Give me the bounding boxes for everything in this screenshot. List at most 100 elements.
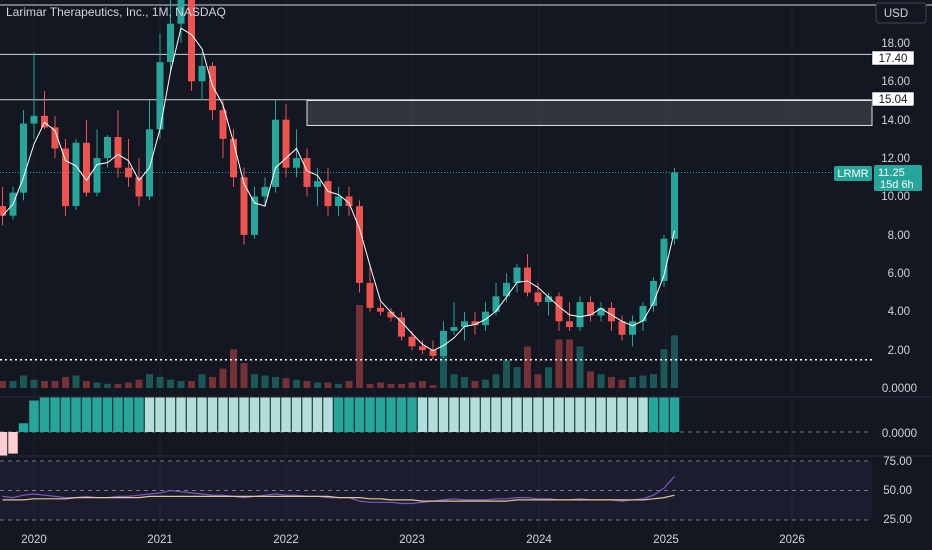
macd-histogram-bar (218, 397, 228, 432)
macd-histogram-bar (585, 397, 596, 432)
macd-histogram-bar (123, 397, 134, 432)
volume-bar (135, 379, 143, 388)
volume-bar (104, 383, 111, 388)
volume-bar (62, 376, 69, 388)
macd-histogram-bar (417, 397, 428, 432)
level-badge-1740[interactable]: 17.40 (871, 50, 915, 66)
volume-bar (555, 339, 563, 388)
macd-pane[interactable] (0, 397, 872, 456)
macd-histogram-bar (165, 397, 176, 432)
currency-button[interactable]: USD (875, 2, 927, 24)
volume-bar (230, 349, 237, 388)
price-tick-label: 6.00 (888, 268, 910, 280)
candle (471, 321, 479, 326)
macd-histogram-bar (648, 397, 659, 432)
volume-bar (72, 375, 80, 388)
candle (555, 296, 563, 322)
candle (83, 142, 90, 193)
rsi-pane[interactable] (0, 460, 872, 521)
volume-bar (650, 374, 657, 388)
volume-bar (219, 368, 227, 388)
volume-bar (198, 374, 206, 388)
volume-bar (587, 371, 594, 388)
candle (219, 110, 227, 139)
time-tick-label: 2021 (147, 534, 173, 546)
candle (524, 267, 531, 293)
candle (146, 129, 153, 197)
volume-bar (209, 376, 216, 388)
resistance-zone[interactable] (306, 100, 873, 126)
macd-histogram-bar (134, 397, 144, 432)
macd-histogram-bar (249, 397, 260, 432)
macd-histogram-bar (501, 397, 512, 432)
volume-bar (534, 374, 542, 388)
volume-bar (167, 379, 174, 388)
price-tick-label: 16.00 (881, 76, 910, 88)
macd-histogram-bar (113, 397, 123, 432)
time-axis[interactable]: 2020 2021 2022 2023 2024 2025 2026 (21, 534, 805, 546)
macd-histogram-bar (102, 397, 113, 432)
macd-histogram-bar (480, 397, 491, 432)
macd-histogram-bar (627, 397, 638, 432)
volume-bar (629, 376, 636, 388)
macd-histogram-bar (407, 397, 417, 432)
volume-bar (597, 374, 605, 388)
volume-bar (461, 376, 468, 388)
level-badge-1504[interactable]: 15.04 (871, 91, 915, 107)
candle (461, 321, 468, 328)
macd-histogram-bar (438, 397, 449, 432)
macd-histogram-bar (522, 397, 533, 432)
volume-bar (177, 381, 185, 388)
macd-histogram-bar (270, 397, 281, 432)
candle (282, 119, 290, 168)
rsi-tick-label: 50.00 (883, 485, 912, 497)
candle (345, 196, 353, 207)
time-tick-label: 2024 (526, 534, 552, 546)
macd-histogram-bar (459, 397, 470, 432)
macd-histogram-bar (144, 397, 155, 432)
candle (125, 167, 132, 178)
candle (366, 282, 374, 308)
candle (293, 158, 300, 168)
volume-bar (608, 376, 615, 388)
candle (545, 296, 552, 303)
candle (0, 206, 6, 216)
volume-bar (156, 376, 164, 388)
volume-bar (513, 367, 521, 388)
price-tick-label: 14.00 (881, 115, 910, 127)
macd-histogram-bar (606, 397, 617, 432)
candle (114, 136, 122, 168)
last-price-marker[interactable]: LRMR 11.25 15d 6h (834, 165, 922, 191)
volume-bar (9, 381, 17, 388)
volume-bar (51, 381, 59, 388)
macd-histogram-bar (302, 397, 312, 432)
candle (335, 196, 342, 207)
volume-bar (293, 379, 300, 388)
volume-bar (83, 381, 90, 388)
macd-histogram-bar (323, 397, 333, 432)
price-tick-label: 18.00 (881, 38, 910, 50)
volume-bar (272, 376, 279, 388)
macd-histogram-bar (638, 397, 648, 432)
candle (188, 0, 195, 82)
macd-histogram-bar (29, 400, 39, 432)
macd-histogram-bar (333, 397, 344, 432)
candle (408, 336, 416, 347)
macd-histogram-bar (365, 397, 375, 432)
volume-bar (251, 374, 258, 388)
candle (20, 123, 27, 193)
volume-bar (261, 375, 269, 388)
volume-bar (440, 349, 447, 388)
price-scale[interactable]: 18.00 16.00 14.00 12.00 10.00 8.00 6.00 … (881, 38, 917, 395)
candle (230, 138, 237, 178)
volume-bar (93, 382, 101, 388)
volume-bar (450, 374, 458, 388)
macd-histogram-bar (228, 397, 239, 432)
price-pane[interactable] (0, 0, 932, 388)
macd-histogram-bar (617, 397, 627, 432)
macd-histogram-bar (575, 397, 585, 432)
volume-bar (660, 349, 668, 388)
candle (314, 181, 321, 187)
macd-histogram-bar (186, 397, 197, 432)
